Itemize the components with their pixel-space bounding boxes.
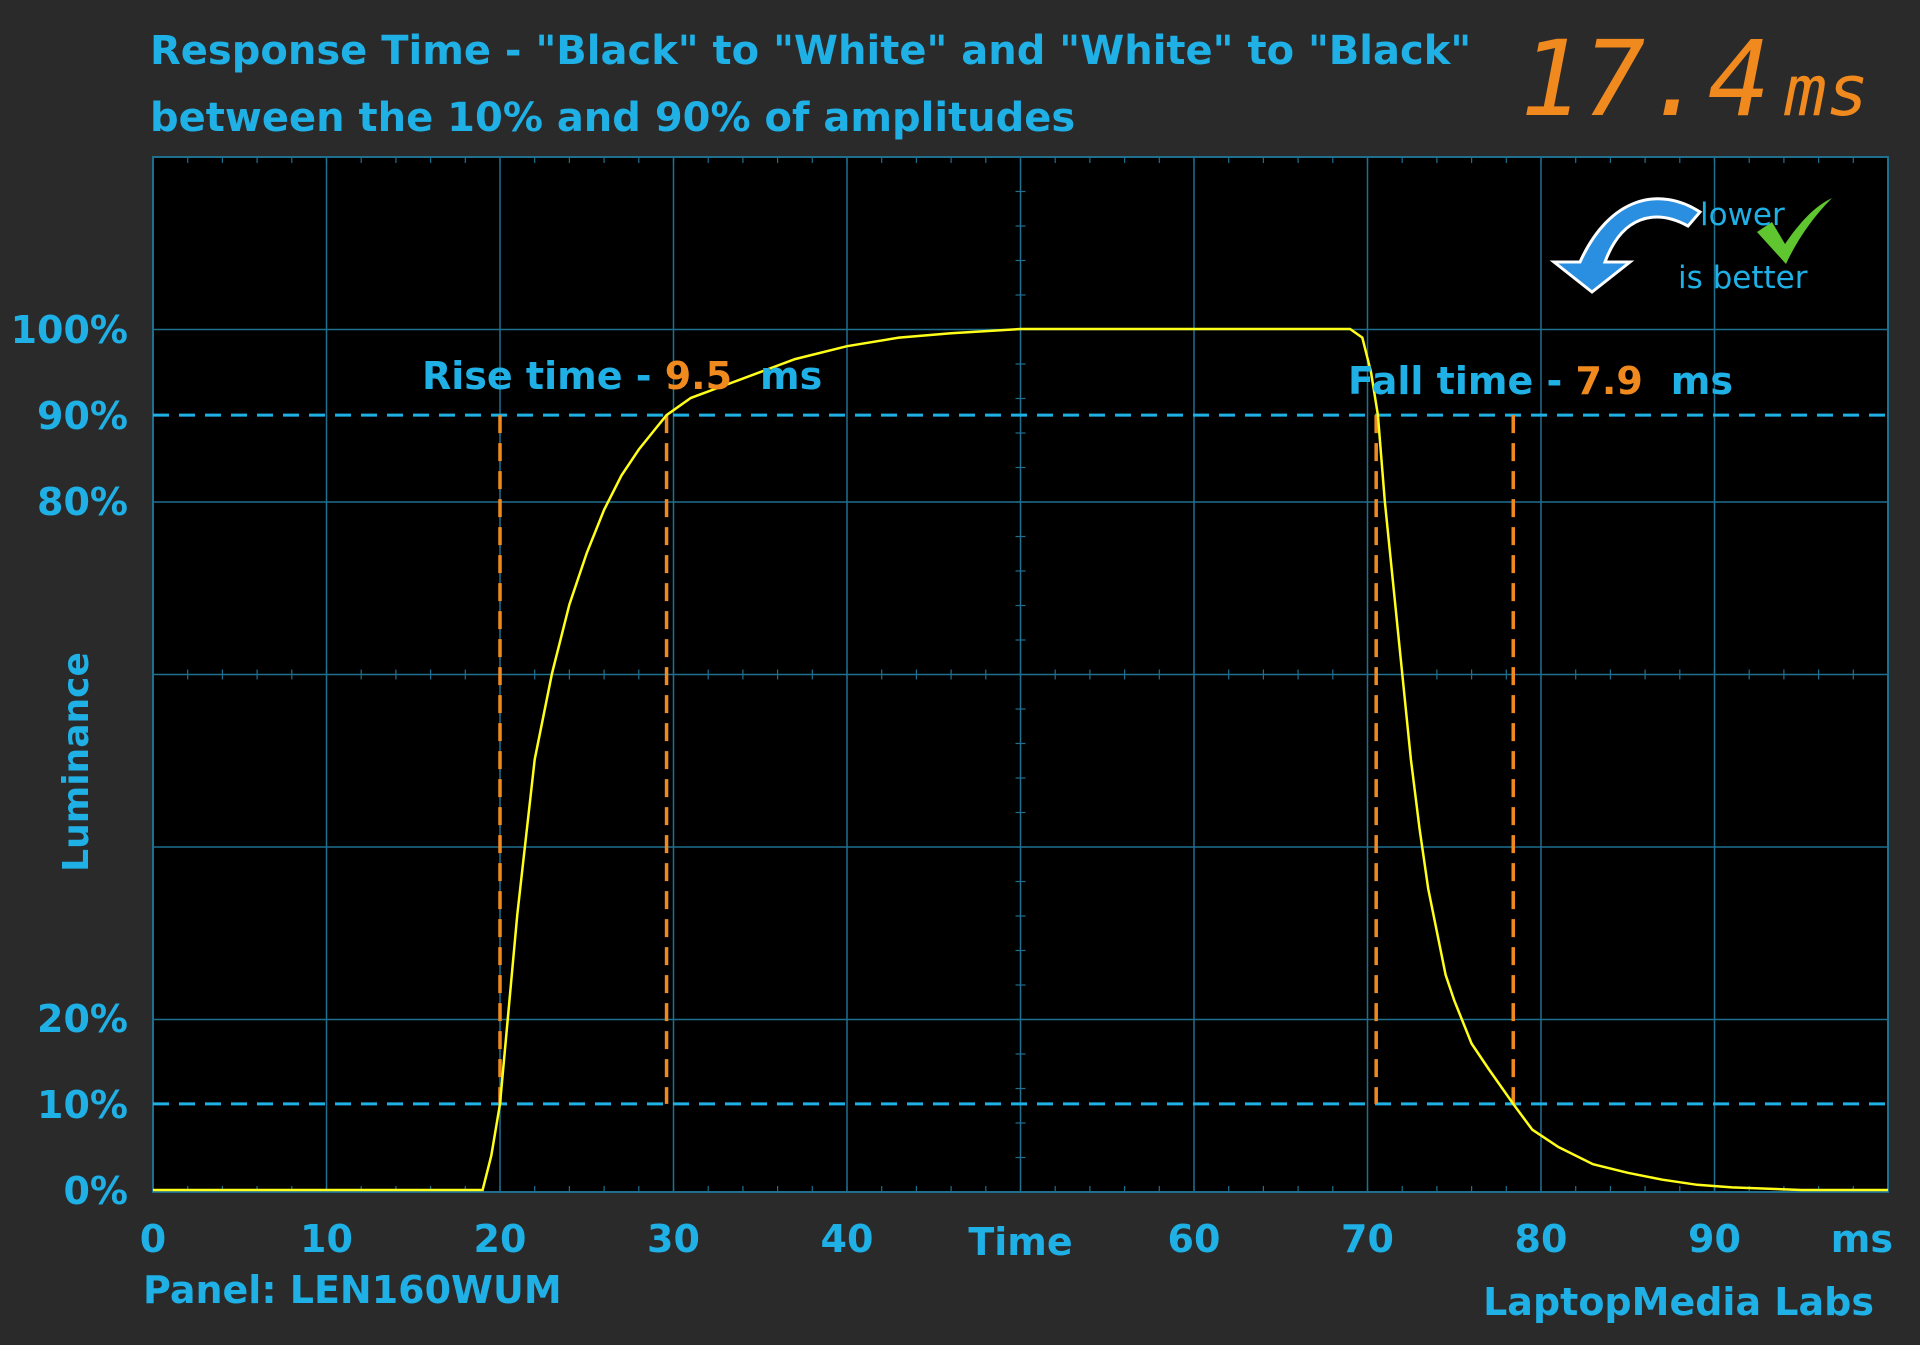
chart-subtitle: between the 10% and 90% of amplitudes [150, 95, 1076, 141]
x-tick-label: 0 [140, 1217, 166, 1261]
fall-time-value: 7.9 [1575, 359, 1642, 403]
rise-time-value: 9.5 [665, 354, 732, 398]
y-axis-label: Luminance [56, 652, 97, 872]
luminance-trace [153, 327, 1888, 1192]
y-tick-label: 0% [63, 1169, 128, 1213]
green-checkmark-icon [1757, 198, 1832, 264]
lower-is-better-badge: lower is better [1549, 197, 1832, 296]
y-tick-label: 10% [37, 1083, 128, 1127]
x-tick-label: 70 [1341, 1217, 1394, 1261]
y-tick-label: 80% [37, 480, 128, 524]
x-axis-unit: ms [1831, 1217, 1893, 1261]
badge-line2: is better [1678, 260, 1808, 296]
x-axis-label: Time [968, 1220, 1072, 1264]
y-tick-label: 20% [37, 997, 128, 1041]
fall-time-unit: ms [1671, 359, 1733, 403]
x-tick-labels: 0 10 20 30 40 60 70 80 90 [140, 1217, 1741, 1261]
total-response-readout: 17.4 ms [1520, 18, 1910, 140]
grid [152, 156, 1889, 1193]
rise-time-prefix: Rise time - [422, 354, 665, 398]
badge-line1: lower [1700, 197, 1785, 233]
blue-curved-arrow-down-icon [1549, 197, 1703, 294]
x-tick-label: 80 [1515, 1217, 1568, 1261]
x-tick-label: 90 [1688, 1217, 1741, 1261]
y-tick-label: 100% [11, 308, 128, 352]
x-tick-label: 40 [821, 1217, 874, 1261]
threshold-lines [153, 413, 1888, 1106]
rise-time-annotation: Rise time - 9.5 ms [422, 354, 822, 398]
fall-time-prefix: Fall time - [1348, 359, 1575, 403]
fall-time-annotation: Fall time - 7.9 ms [1348, 359, 1733, 403]
lab-label: LaptopMedia Labs [1483, 1280, 1874, 1324]
x-tick-label: 60 [1168, 1217, 1221, 1261]
time-markers [498, 415, 1515, 1104]
chart-title: Response Time - "Black" to "White" and "… [150, 28, 1472, 74]
x-tick-label: 10 [300, 1217, 353, 1261]
x-tick-label: 20 [474, 1217, 527, 1261]
x-tick-label: 30 [647, 1217, 700, 1261]
total-response-value: 17.4 [1520, 18, 1771, 140]
y-tick-label: 90% [37, 394, 128, 438]
panel-label: Panel: LEN160WUM [143, 1268, 562, 1312]
total-response-unit: ms [1784, 50, 1869, 132]
y-tick-labels: 0% 10% 20% 80% 90% 100% [11, 308, 128, 1213]
rise-time-unit: ms [760, 354, 822, 398]
